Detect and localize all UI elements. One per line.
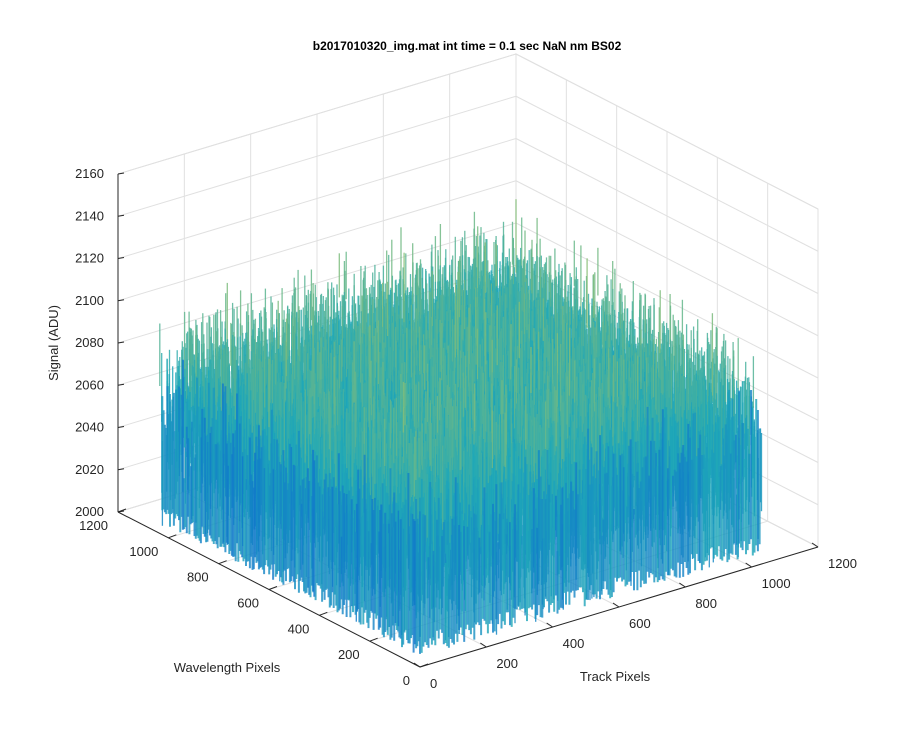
wall-grid-line [117, 180, 517, 302]
wall-grid-line [515, 138, 819, 294]
wall-grid-line [117, 95, 517, 217]
wall-grid-line [117, 53, 517, 175]
wall-grid-line [515, 180, 819, 337]
wall-grid-line [515, 95, 819, 252]
surface-plot [159, 199, 763, 654]
wall-grid-line [515, 53, 819, 210]
wall-grid-line [117, 138, 517, 259]
wall-grid-line [515, 222, 819, 379]
